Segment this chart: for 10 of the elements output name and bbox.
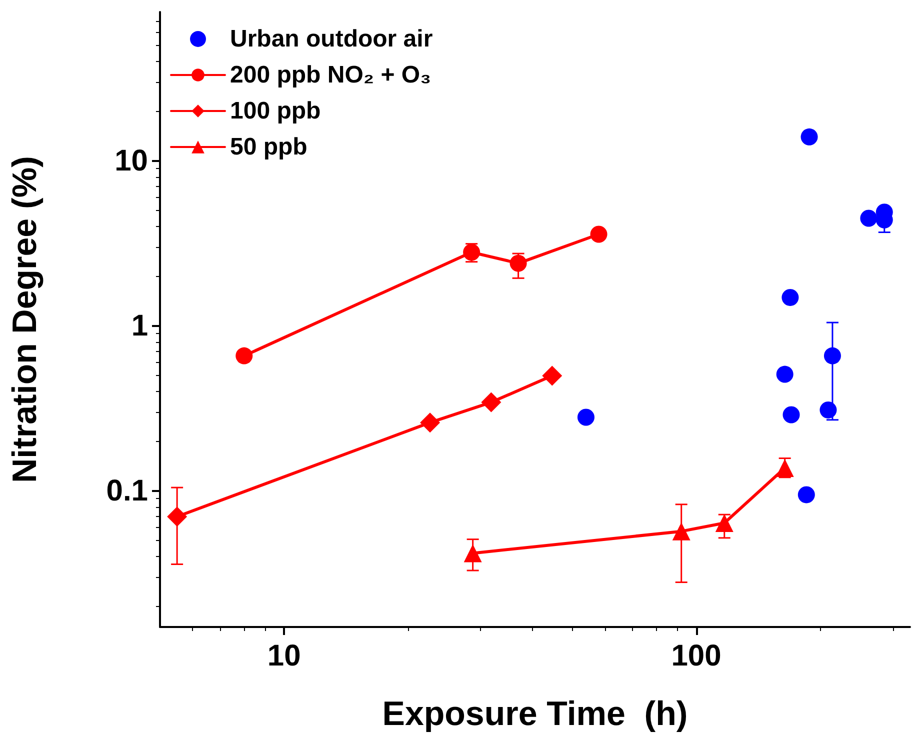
y-tick-label: 10 [114,144,148,178]
legend-label: 100 ppb [230,98,321,124]
legend-label: Urban outdoor air [230,26,433,52]
x-axis-title: Exposure Time (h) [382,695,688,733]
legend-label: 50 ppb [230,134,308,160]
legend-label: 200 ppb NO₂ + O₃ [230,62,432,88]
x-tick-label: 100 [671,640,722,672]
y-tick-label: 1 [131,310,148,343]
y-tick-label: 0.1 [106,474,148,508]
y-axis-title: Nitration Degree (%) [6,156,44,483]
